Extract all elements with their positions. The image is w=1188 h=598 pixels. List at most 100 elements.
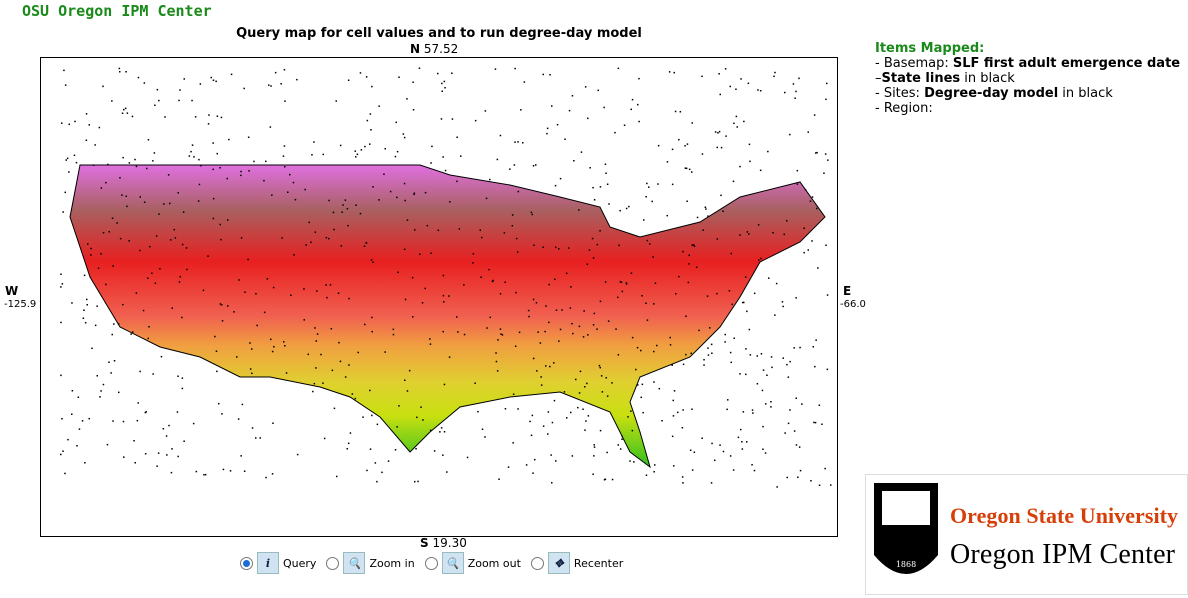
site-dot [759, 90, 762, 92]
site-dot [60, 374, 62, 377]
site-dot [158, 99, 160, 102]
site-dot [645, 302, 647, 304]
site-dot [561, 309, 563, 311]
site-dot [762, 448, 764, 450]
site-dot [117, 323, 120, 325]
site-dot [395, 121, 397, 124]
site-dot [171, 448, 173, 450]
map-title: Query map for cell values and to run deg… [236, 26, 642, 41]
site-dot [212, 168, 214, 171]
site-dot [83, 274, 86, 277]
site-dot [617, 67, 620, 70]
site-dot [284, 100, 286, 102]
site-dot [504, 281, 506, 283]
site-dot [228, 138, 230, 141]
control-label[interactable]: Zoom in [369, 556, 415, 570]
site-dot [636, 346, 639, 349]
site-dot [570, 286, 572, 288]
control-icon[interactable]: 🔍 [343, 552, 366, 574]
site-dot [824, 467, 826, 470]
site-dot [96, 375, 98, 377]
site-dot [356, 153, 359, 156]
site-dot [142, 309, 145, 312]
control-label[interactable]: Query [283, 556, 317, 570]
site-dot [774, 71, 776, 74]
site-dot [511, 214, 514, 216]
site-dot [339, 360, 342, 363]
site-dot [578, 209, 580, 211]
site-dot [126, 205, 128, 208]
site-dot [369, 113, 372, 115]
site-dot [320, 353, 322, 356]
site-dot [751, 409, 754, 411]
site-dot [227, 219, 229, 221]
site-dot [549, 365, 551, 368]
map[interactable] [40, 57, 838, 537]
site-dot [112, 420, 114, 422]
control-label[interactable]: Recenter [573, 556, 624, 570]
site-dot [270, 85, 272, 87]
site-dot [579, 370, 582, 373]
site-dot [480, 276, 482, 278]
site-dot [429, 338, 431, 340]
site-dot [803, 227, 805, 229]
control-label[interactable]: Zoom out [467, 556, 521, 570]
site-dot [383, 173, 385, 175]
site-dot [176, 411, 179, 413]
site-dot [132, 331, 134, 333]
site-dot [601, 391, 604, 393]
site-dot [332, 211, 335, 214]
site-dot [240, 170, 242, 173]
site-dot [271, 473, 274, 475]
site-dot [328, 199, 330, 202]
site-dot [344, 199, 347, 201]
site-dot [406, 219, 409, 221]
radio-button[interactable] [240, 556, 253, 570]
site-dot [617, 296, 619, 299]
site-dot [528, 315, 530, 318]
radio-button[interactable] [530, 556, 544, 570]
control-icon[interactable]: i [257, 552, 279, 574]
site-dot [406, 390, 409, 392]
site-dot [259, 437, 261, 439]
site-dot [398, 405, 400, 407]
site-dot [631, 336, 634, 339]
site-dot [347, 442, 350, 445]
site-dot [314, 327, 316, 329]
site-dot [329, 284, 332, 286]
legend-item: - Basemap: SLF first adult emergence dat… [875, 56, 1180, 71]
site-dot [611, 382, 613, 384]
radio-button[interactable] [424, 556, 438, 570]
site-dot [186, 268, 188, 271]
site-dot [158, 213, 160, 215]
control-icon[interactable]: 🔍 [441, 552, 464, 574]
site-dot [102, 383, 105, 386]
site-dot [236, 356, 238, 358]
site-dot [716, 146, 718, 149]
site-dot [619, 280, 622, 283]
site-dot [628, 205, 630, 208]
site-dot [323, 437, 326, 440]
site-dot [90, 254, 92, 256]
site-dot [782, 357, 784, 359]
site-dot [530, 211, 533, 214]
site-dot [739, 165, 741, 168]
site-dot [330, 328, 333, 330]
site-dot [499, 328, 502, 330]
site-dot [735, 88, 737, 90]
site-dot [76, 445, 78, 447]
control-icon[interactable]: ✥ [547, 552, 570, 574]
site-dot [542, 425, 545, 427]
site-dot [362, 416, 364, 418]
site-dot [722, 210, 724, 212]
site-dot [111, 100, 113, 102]
site-dot [222, 468, 225, 471]
site-dot [784, 91, 786, 94]
site-dot [724, 341, 726, 343]
site-dot [113, 360, 116, 362]
radio-button[interactable] [326, 556, 340, 570]
site-dot [108, 361, 110, 363]
north-label: N 57.52 [410, 42, 458, 56]
site-dot [171, 307, 173, 309]
site-dot [640, 349, 642, 352]
